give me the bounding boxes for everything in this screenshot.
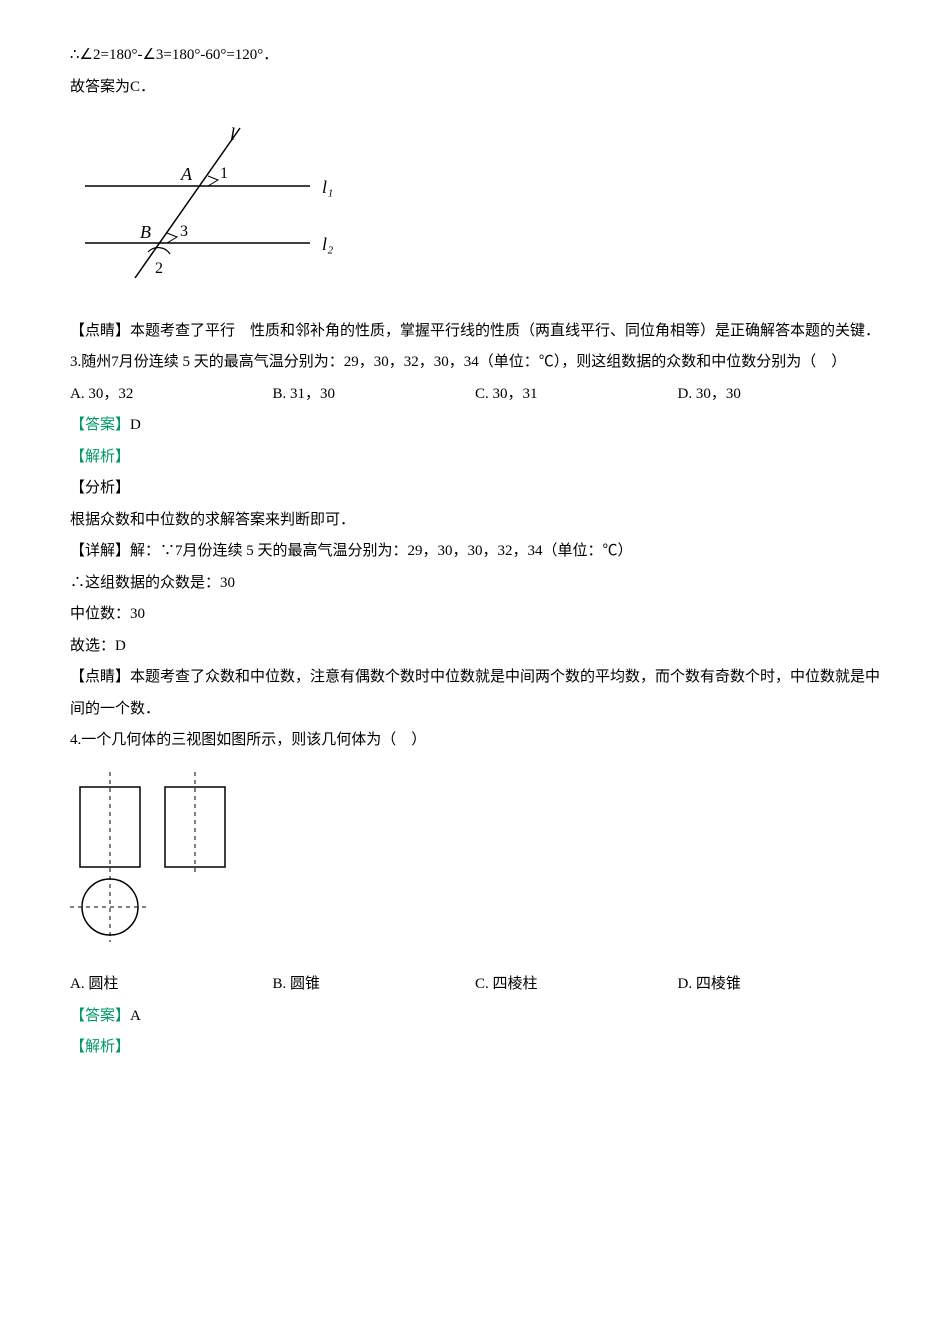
- q3-answer: 【答案】D: [70, 410, 880, 442]
- label-l2: l₂: [322, 234, 333, 254]
- q3-analysis-text: 根据众数和中位数的求解答案来判断即可．: [70, 505, 880, 537]
- q2-solution-line1: ∴∠2=180°-∠3=180°-60°=120°．: [70, 40, 880, 72]
- q3-answer-label: 【答案】: [70, 417, 130, 433]
- arc-angle-2: [148, 248, 170, 254]
- q3-stem: 3.随州7月份连续 5 天的最高气温分别为：29，30，32，30，34（单位：…: [70, 347, 880, 379]
- label-l: l: [230, 124, 235, 144]
- q4-options: A. 圆柱 B. 圆锥 C. 四棱柱 D. 四棱锥: [70, 969, 880, 1001]
- q2-solution-line2: 故答案为C．: [70, 72, 880, 104]
- q3-detail-line4: 故选：D: [70, 631, 880, 663]
- q4-option-b: B. 圆锥: [273, 969, 476, 1001]
- q4-answer-value: A: [130, 1008, 141, 1024]
- label-angle-1: 1: [220, 165, 228, 182]
- label-l1: l₁: [322, 177, 333, 197]
- label-angle-3: 3: [180, 223, 188, 240]
- q3-comment: 【点睛】本题考查了众数和中位数，注意有偶数个数时中位数就是中间两个数的平均数，而…: [70, 662, 880, 725]
- label-B: B: [140, 222, 151, 242]
- q3-option-c: C. 30，31: [475, 379, 678, 411]
- label-A: A: [180, 164, 193, 184]
- tick-B: [167, 233, 177, 243]
- label-angle-2: 2: [155, 260, 163, 277]
- q3-detail-line2: ∴这组数据的众数是：30: [70, 568, 880, 600]
- q4-stem: 4.一个几何体的三视图如图所示，则该几何体为（ ）: [70, 725, 880, 757]
- q4-answer: 【答案】A: [70, 1001, 880, 1033]
- q3-analysis-section: 【分析】: [70, 473, 880, 505]
- q3-analysis-label: 【解析】: [70, 442, 880, 474]
- q2-diagram: l₁ l₂ l A 1 B 3 2: [70, 118, 880, 301]
- q3-option-d: D. 30，30: [678, 379, 881, 411]
- tick-A: [208, 176, 218, 186]
- q4-option-d: D. 四棱锥: [678, 969, 881, 1001]
- q4-option-a: A. 圆柱: [70, 969, 273, 1001]
- q3-option-a: A. 30，32: [70, 379, 273, 411]
- q2-comment: 【点睛】本题考查了平行 性质和邻补角的性质，掌握平行线的性质（两直线平行、同位角…: [70, 316, 880, 348]
- q4-answer-label: 【答案】: [70, 1008, 130, 1024]
- q3-option-b: B. 31，30: [273, 379, 476, 411]
- q3-answer-value: D: [130, 417, 141, 433]
- q4-diagram: [70, 772, 880, 955]
- q3-detail-line1: 【详解】解：∵7月份连续 5 天的最高气温分别为：29，30，30，32，34（…: [70, 536, 880, 568]
- q3-options: A. 30，32 B. 31，30 C. 30，31 D. 30，30: [70, 379, 880, 411]
- line-l: [135, 128, 240, 278]
- q4-option-c: C. 四棱柱: [475, 969, 678, 1001]
- q4-analysis-label: 【解析】: [70, 1032, 880, 1064]
- q3-detail-line3: 中位数：30: [70, 599, 880, 631]
